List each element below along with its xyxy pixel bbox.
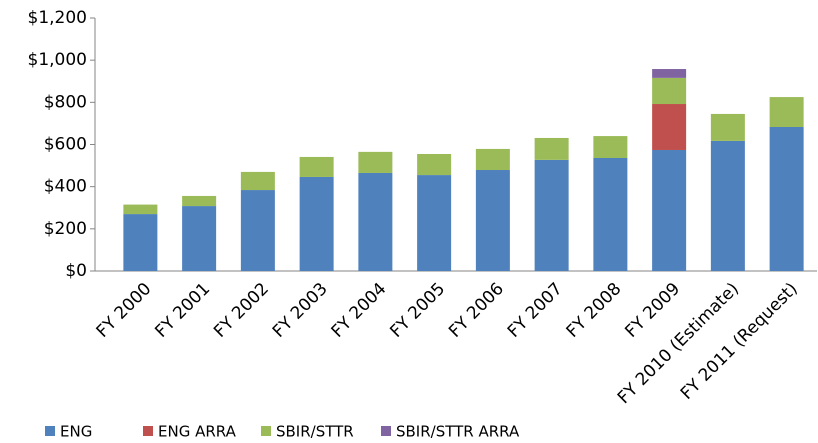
- legend-label: SBIR/STTR ARRA: [396, 423, 520, 441]
- bar-segment: [769, 97, 804, 128]
- bar-segment: [593, 136, 628, 158]
- bar-segment: [652, 104, 687, 150]
- bar-segment: [182, 195, 217, 207]
- x-tick-label: FY 2007: [504, 279, 567, 342]
- y-tick-label: $1,200: [28, 8, 87, 28]
- bar-segment: [652, 69, 687, 78]
- y-tick-label: $1,000: [28, 50, 87, 70]
- bar-segment: [299, 156, 334, 177]
- legend-label: SBIR/STTR: [276, 423, 354, 441]
- x-tick-label: FY 2002: [210, 279, 273, 342]
- bar-segment: [652, 77, 687, 105]
- bar-segment: [358, 151, 393, 173]
- bar-segment: [475, 148, 510, 171]
- x-tick-label: FY 2004: [328, 279, 391, 342]
- y-tick-label: $0: [65, 261, 87, 281]
- bar-segment: [534, 137, 569, 160]
- legend-swatch: [143, 426, 153, 436]
- bar-segment: [652, 149, 687, 271]
- bar-segment: [417, 175, 452, 271]
- legend-label: ENG: [60, 423, 92, 441]
- y-tick-label: $800: [44, 92, 87, 112]
- bar-segment: [710, 140, 745, 271]
- x-tick-label: FY 2000: [93, 279, 156, 342]
- bar-segment: [358, 172, 393, 271]
- bar-segment: [593, 157, 628, 271]
- y-tick-label: $200: [44, 219, 87, 239]
- bar-segment: [123, 204, 158, 215]
- x-tick-label: FY 2006: [445, 279, 508, 342]
- y-tick-label: $600: [44, 135, 87, 155]
- y-tick-label: $400: [44, 177, 87, 197]
- legend-swatch: [381, 426, 391, 436]
- bar-segment: [182, 206, 217, 271]
- legend-swatch: [261, 426, 271, 436]
- bar-segment: [769, 127, 804, 272]
- bar-segment: [710, 113, 745, 141]
- x-tick-label: FY 2003: [269, 279, 332, 342]
- x-tick-label: FY 2011 (Request): [677, 279, 802, 404]
- bar-segment: [534, 159, 569, 271]
- legend-swatch: [45, 426, 55, 436]
- bar-segment: [123, 214, 158, 271]
- x-tick-label: FY 2001: [151, 279, 214, 342]
- bar-segment: [240, 190, 275, 271]
- x-tick-label: FY 2008: [563, 279, 626, 342]
- bar-segment: [240, 171, 275, 191]
- x-tick-label: FY 2005: [386, 279, 449, 342]
- bar-segment: [299, 176, 334, 271]
- legend-label: ENG ARRA: [158, 423, 237, 441]
- bar-segment: [475, 170, 510, 271]
- bar-segment: [417, 153, 452, 176]
